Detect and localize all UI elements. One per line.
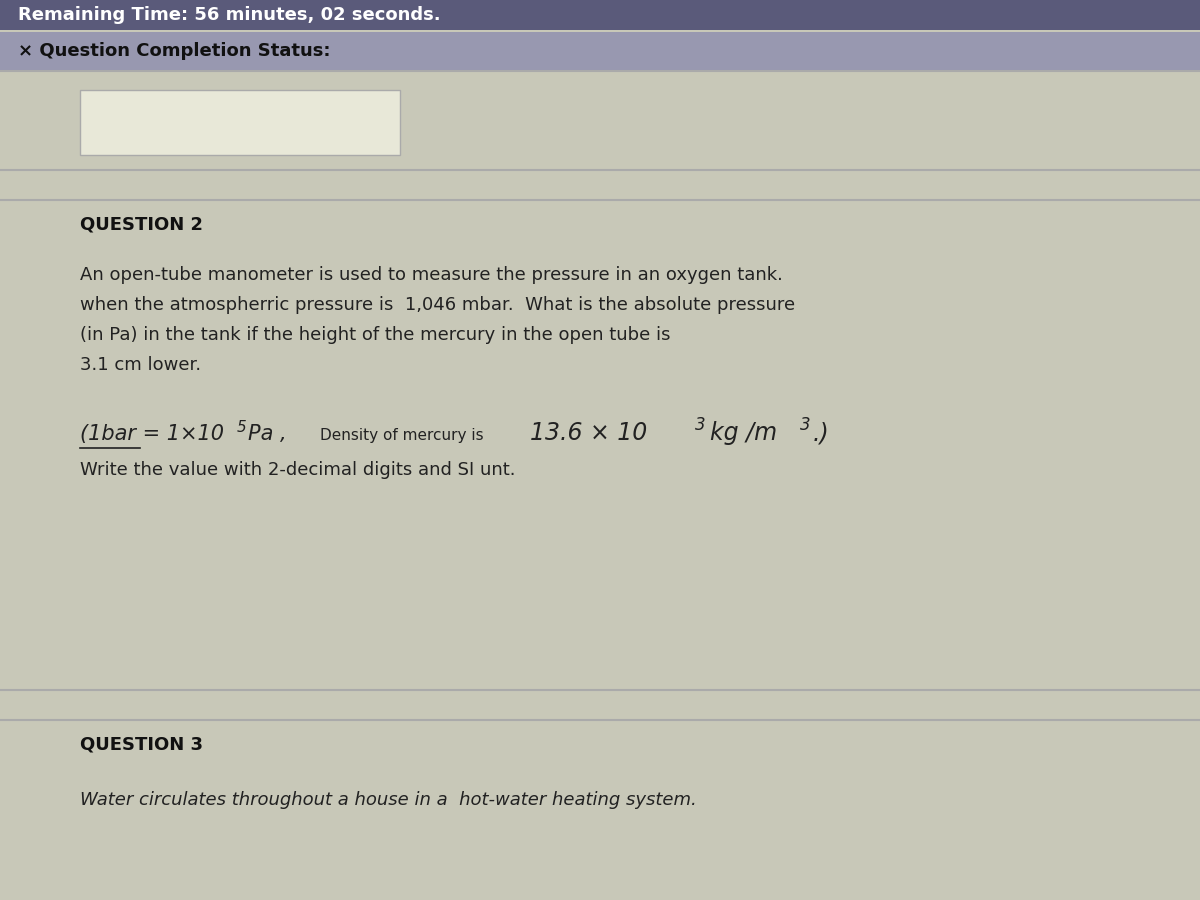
- FancyBboxPatch shape: [0, 0, 1200, 30]
- Text: (in Pa) in the tank if the height of the mercury in the open tube is: (in Pa) in the tank if the height of the…: [80, 326, 671, 344]
- Text: (1bar = 1×10: (1bar = 1×10: [80, 424, 224, 444]
- Text: when the atmospherric pressure is  1,046 mbar.  What is the absolute pressure: when the atmospherric pressure is 1,046 …: [80, 296, 796, 314]
- Text: .): .): [814, 421, 829, 445]
- Text: × Question Completion Status:: × Question Completion Status:: [18, 42, 330, 60]
- Text: Write the value with 2-decimal digits and SI unt.: Write the value with 2-decimal digits an…: [80, 461, 516, 479]
- Text: QUESTION 2: QUESTION 2: [80, 216, 203, 234]
- Text: Density of mercury is: Density of mercury is: [320, 428, 484, 443]
- Text: QUESTION 3: QUESTION 3: [80, 736, 203, 754]
- FancyBboxPatch shape: [0, 32, 1200, 70]
- Text: 3.1 cm lower.: 3.1 cm lower.: [80, 356, 202, 374]
- Text: Water circulates throughout a house in a  hot-water heating system.: Water circulates throughout a house in a…: [80, 791, 697, 809]
- FancyBboxPatch shape: [80, 90, 400, 155]
- Text: Remaining Time: 56 minutes, 02 seconds.: Remaining Time: 56 minutes, 02 seconds.: [18, 6, 440, 24]
- Text: 3: 3: [695, 416, 706, 434]
- Text: Pa ,: Pa ,: [248, 424, 287, 444]
- Text: An open-tube manometer is used to measure the pressure in an oxygen tank.: An open-tube manometer is used to measur…: [80, 266, 782, 284]
- Text: 5: 5: [238, 420, 247, 435]
- Text: 13.6 × 10: 13.6 × 10: [530, 421, 647, 445]
- Text: kg /m: kg /m: [710, 421, 778, 445]
- Text: 3: 3: [800, 416, 811, 434]
